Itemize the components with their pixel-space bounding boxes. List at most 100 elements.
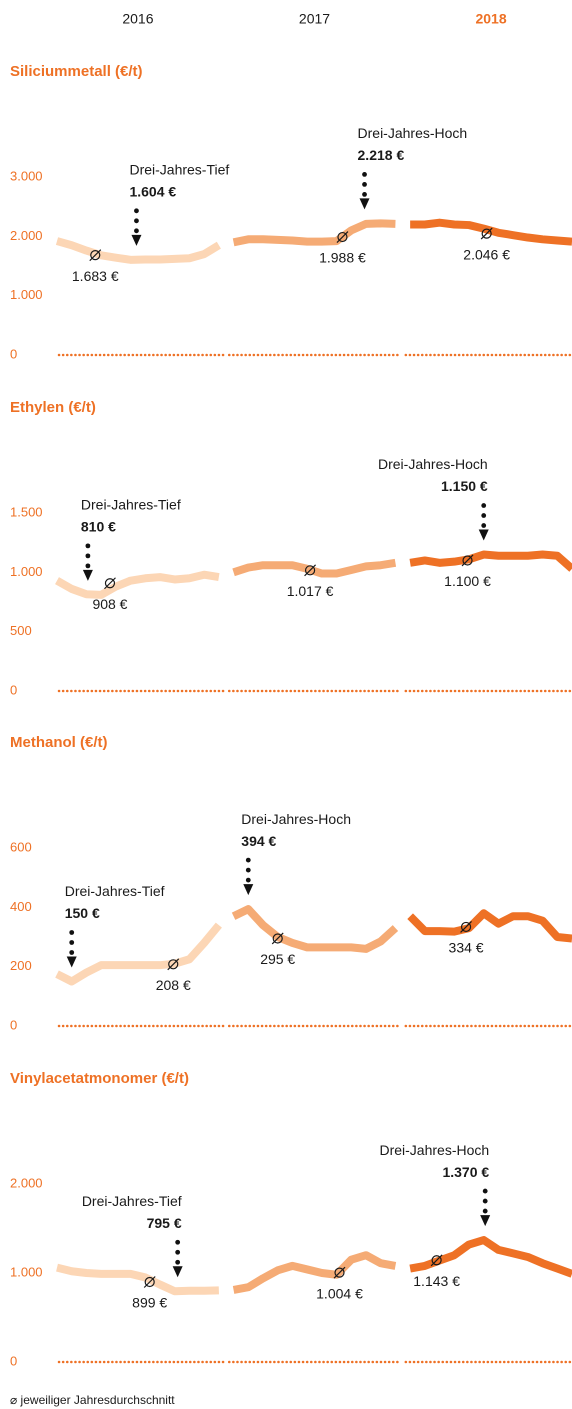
annotation-arrow (243, 857, 254, 896)
y-tick-label: 0 (10, 1353, 17, 1368)
y-tick-label: 2.000 (10, 228, 43, 243)
average-label: 208 € (156, 977, 191, 993)
average-slash (336, 231, 349, 243)
average-symbol (144, 1276, 155, 1288)
price-line (55, 922, 222, 986)
chart-title: Siliciummetall (€/t) (10, 63, 143, 80)
price-line (55, 570, 220, 599)
arrow-head (66, 956, 77, 968)
annotation-value: 1.150 € (441, 478, 488, 494)
annotation-text: Drei-Jahres-Tief (82, 1193, 182, 1209)
arrow-dot (69, 930, 75, 935)
average-symbol (304, 565, 316, 576)
arrow-head (478, 529, 489, 541)
average-slash (430, 1254, 443, 1267)
arrow-dot (69, 950, 75, 955)
annotation-value: 2.218 € (358, 147, 405, 163)
average-slash (461, 554, 474, 567)
average-symbol (272, 933, 283, 944)
arrow-dot (175, 1249, 181, 1255)
annotation-text: Drei-Jahres-Hoch (379, 1142, 489, 1158)
average-label: 1.004 € (316, 1285, 363, 1301)
annotation-arrow (66, 930, 77, 968)
y-tick-label: 500 (10, 623, 32, 638)
y-tick-label: 600 (10, 839, 32, 854)
year-label: 2018 (475, 11, 506, 27)
annotation-value: 1.604 € (129, 184, 176, 200)
y-tick-label: 0 (10, 346, 17, 361)
y-tick-label: 1.000 (10, 564, 43, 579)
annotation-arrow (82, 543, 93, 581)
average-slash (480, 227, 493, 240)
average-symbol (431, 1255, 442, 1266)
arrow-dot (362, 171, 367, 177)
average-marker (89, 249, 102, 262)
price-line (409, 1236, 572, 1278)
arrow-dot (134, 218, 139, 224)
arrow-dot (69, 940, 75, 945)
year-label: 2016 (122, 11, 153, 27)
arrow-dot (134, 208, 139, 214)
price-line (56, 1263, 219, 1296)
y-tick-label: 0 (10, 682, 17, 697)
average-symbol (337, 231, 348, 243)
y-tick-label: 1.500 (10, 504, 43, 519)
annotation-value: 795 € (147, 1215, 182, 1231)
average-slash (460, 920, 472, 933)
chart-title: Ethylen (€/t) (10, 399, 96, 416)
annotation-arrow (478, 503, 489, 541)
average-slash (104, 577, 116, 590)
arrow-dot (245, 867, 251, 873)
average-label: 334 € (449, 940, 484, 956)
arrow-dot (362, 181, 367, 187)
average-label: 295 € (260, 951, 295, 967)
price-line (409, 550, 572, 572)
average-marker (480, 227, 493, 240)
average-slash (143, 1276, 156, 1288)
average-slash (89, 249, 102, 262)
annotation-arrow (480, 1188, 491, 1227)
price-line (407, 909, 572, 943)
arrow-dot (85, 553, 91, 559)
chart-title: Vinylacetatmonomer (€/t) (10, 1070, 189, 1087)
average-marker (460, 920, 472, 933)
average-symbol (168, 959, 179, 970)
arrow-dot (134, 228, 139, 234)
average-marker (333, 1266, 346, 1279)
arrow-dot (482, 1188, 488, 1194)
price-line (55, 237, 221, 264)
average-symbol (90, 250, 101, 261)
price-line (410, 218, 572, 246)
average-label: 1.988 € (319, 250, 366, 266)
average-label: 2.046 € (463, 246, 510, 262)
annotation-value: 394 € (241, 833, 276, 849)
y-tick-label: 400 (10, 899, 32, 914)
price-line (232, 1251, 397, 1294)
y-tick-label: 3.000 (10, 168, 43, 183)
average-slash (167, 958, 180, 971)
average-label: 908 € (92, 596, 127, 612)
arrow-dot (85, 563, 91, 569)
average-label: 1.143 € (413, 1273, 460, 1289)
arrow-dot (175, 1259, 181, 1265)
y-tick-label: 2.000 (10, 1175, 43, 1190)
arrow-head (359, 198, 370, 210)
average-label: 1.017 € (287, 583, 334, 599)
average-marker (271, 932, 284, 945)
average-label: 1.100 € (444, 573, 491, 589)
y-tick-label: 0 (10, 1017, 17, 1032)
annotation-text: Drei-Jahres-Hoch (378, 456, 488, 472)
average-slash (304, 564, 317, 577)
average-marker (461, 554, 474, 567)
average-marker (304, 564, 317, 577)
average-marker (104, 577, 116, 590)
annotation-value: 810 € (81, 519, 116, 535)
arrow-dot (362, 191, 367, 197)
arrow-head (480, 1215, 491, 1227)
annotation-value: 150 € (65, 905, 100, 921)
arrow-dot (481, 503, 487, 508)
arrow-dot (481, 523, 487, 528)
annotation-text: Drei-Jahres-Hoch (358, 125, 468, 141)
year-label: 2017 (299, 11, 330, 27)
